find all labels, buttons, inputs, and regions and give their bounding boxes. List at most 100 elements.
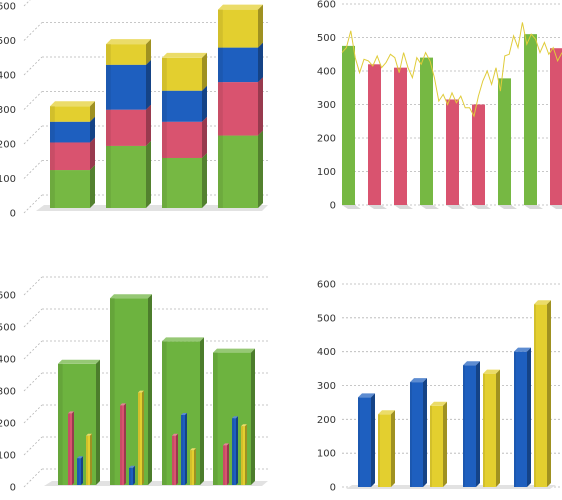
group-bar-1-1-front bbox=[430, 405, 443, 487]
stack-segment-0-3-top bbox=[50, 101, 95, 107]
line-series bbox=[341, 22, 562, 118]
stack-segment-1-0 bbox=[106, 140, 151, 208]
stack-segment-0-1-edge bbox=[50, 142, 55, 171]
inner-bar-2-1-side bbox=[185, 413, 187, 485]
stack-segment-1-0-front bbox=[106, 145, 146, 208]
inner-bar-0-0 bbox=[68, 411, 74, 485]
y-tick-label-3: 300 bbox=[317, 381, 336, 392]
group-bar-2-1-edge bbox=[483, 373, 485, 487]
y-tick-label-3: 300 bbox=[0, 387, 16, 398]
stack-segment-2-3-edge bbox=[162, 57, 167, 91]
inner-bar-3-1 bbox=[232, 416, 238, 485]
group-bar-2-1-side bbox=[496, 369, 500, 487]
stack-segment-3-0 bbox=[218, 130, 263, 208]
stack-segment-3-2-front bbox=[218, 47, 258, 83]
group-bar-2-1 bbox=[483, 369, 500, 487]
bar-8 bbox=[550, 48, 562, 205]
bar-7 bbox=[524, 34, 537, 206]
inner-bar-3-0-side bbox=[227, 443, 229, 485]
stack-segment-3-1 bbox=[218, 77, 263, 136]
stack-segment-1-3-top bbox=[106, 39, 151, 45]
bar-5 bbox=[472, 104, 485, 205]
stack-segment-1-2 bbox=[106, 59, 151, 110]
stack-segment-0-2-edge bbox=[50, 121, 55, 143]
gridline-diag-1 bbox=[23, 436, 43, 456]
bar-shadow-2 bbox=[394, 205, 413, 209]
stack-segment-0-3-side bbox=[90, 101, 95, 122]
inner-bar-1-2-edge bbox=[138, 392, 140, 485]
stack-segment-2-1-edge bbox=[162, 121, 167, 158]
gridline-diag-3 bbox=[23, 372, 43, 392]
group-bar-3-1-top bbox=[534, 300, 551, 305]
inner-bar-2-0-edge bbox=[172, 435, 174, 485]
inner-bar-3-1-edge bbox=[232, 418, 234, 485]
group-bar-2-0-edge bbox=[463, 365, 465, 487]
inner-bar-3-0 bbox=[223, 443, 229, 485]
wide-bar-3-edge bbox=[213, 352, 218, 485]
nested-3d-bar-chart: 0 100 200 300 400 500 600 bbox=[0, 276, 270, 494]
inner-bar-1-1 bbox=[129, 465, 135, 485]
inner-bar-2-1-edge bbox=[181, 415, 183, 485]
y-tick-label-5: 500 bbox=[317, 33, 336, 44]
y-tick-label-4: 400 bbox=[317, 347, 336, 358]
stack-segment-3-3 bbox=[218, 4, 263, 48]
group-bar-0-1-edge bbox=[378, 414, 380, 487]
inner-bar-3-1-side bbox=[236, 416, 238, 485]
stack-segment-0-2-side bbox=[90, 116, 95, 143]
group-bar-2-0 bbox=[463, 361, 480, 487]
stack-segment-3-2-edge bbox=[218, 47, 223, 83]
stack-segment-3-1-side bbox=[258, 77, 263, 136]
inner-bar-0-1-side bbox=[81, 456, 83, 485]
stack-segment-0-2-front bbox=[50, 121, 90, 143]
bar-0 bbox=[342, 45, 355, 205]
stack-segment-2-2-edge bbox=[162, 90, 167, 122]
group-bar-2-0-top bbox=[463, 361, 480, 366]
y-tick-label-5: 500 bbox=[317, 313, 336, 324]
stack-segment-2-3-front bbox=[162, 57, 202, 91]
group-bar-1-0-front bbox=[410, 382, 423, 487]
stack-segment-2-3-side bbox=[202, 52, 207, 91]
inner-bar-2-0-side bbox=[176, 433, 178, 485]
wide-bar-0-edge bbox=[58, 363, 63, 485]
group-bar-3-1 bbox=[534, 300, 551, 487]
stack-segment-3-0-edge bbox=[218, 135, 223, 208]
inner-bar-3-2 bbox=[241, 424, 247, 485]
group-bar-1-0-top bbox=[410, 378, 427, 383]
stack-segment-1-1-edge bbox=[106, 109, 111, 146]
y-tick-label-6: 600 bbox=[0, 291, 16, 302]
stack-segment-2-1-front bbox=[162, 121, 202, 158]
group-bar-1-1 bbox=[430, 401, 447, 487]
group-bar-0-0-front bbox=[358, 397, 371, 487]
inner-bar-2-0 bbox=[172, 433, 178, 485]
gridline-diag-2 bbox=[23, 125, 43, 145]
group-bar-1-0 bbox=[410, 378, 427, 487]
gridline-diag-4 bbox=[23, 340, 43, 360]
stack-segment-1-3-edge bbox=[106, 44, 111, 65]
group-bar-3-0-side bbox=[527, 347, 531, 487]
inner-bar-2-1 bbox=[181, 413, 187, 485]
stack-segment-1-2-edge bbox=[106, 64, 111, 110]
wide-bar-2-edge bbox=[162, 341, 167, 485]
group-bar-0-1-top bbox=[378, 410, 395, 415]
group-bar-1-0-side bbox=[423, 378, 427, 487]
y-tick-label-0: 0 bbox=[10, 483, 16, 494]
group-bar-3-1-edge bbox=[534, 304, 536, 487]
group-bar-0-1-side bbox=[391, 410, 395, 487]
y-tick-label-0: 0 bbox=[10, 209, 16, 220]
inner-bar-0-1 bbox=[77, 456, 83, 485]
stack-segment-0-1-side bbox=[90, 137, 95, 171]
wide-bar-2-top bbox=[162, 337, 204, 342]
stack-segment-1-1-front bbox=[106, 109, 146, 146]
stack-segment-0-0 bbox=[50, 165, 95, 208]
stack-segment-0-0-edge bbox=[50, 170, 55, 208]
inner-bar-3-0-edge bbox=[223, 445, 225, 485]
wide-bar-1-edge bbox=[110, 298, 115, 485]
y-tick-label-3: 300 bbox=[317, 100, 336, 111]
gridline-diag-6 bbox=[23, 276, 43, 296]
floor-shadow bbox=[36, 205, 268, 211]
stack-segment-1-2-side bbox=[146, 59, 151, 110]
y-tick-label-5: 500 bbox=[0, 36, 16, 47]
gridline-diag-0 bbox=[23, 468, 43, 488]
stack-segment-2-2-front bbox=[162, 90, 202, 122]
